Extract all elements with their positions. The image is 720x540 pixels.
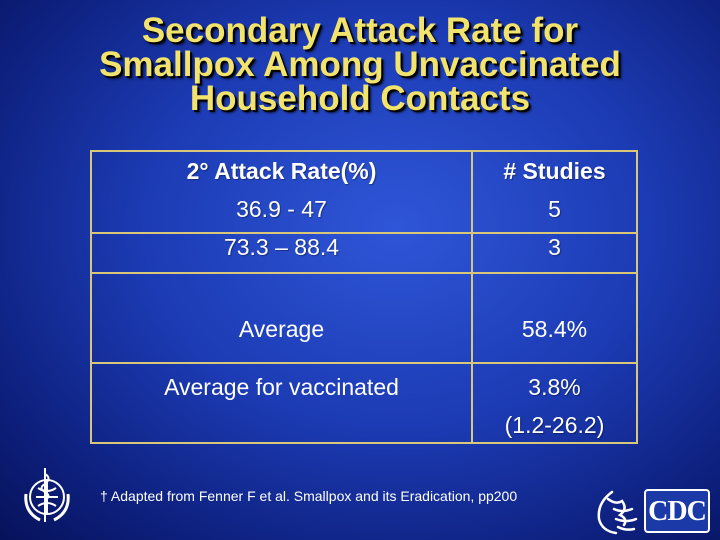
vaccinated-value: 3.8% <box>528 374 581 400</box>
rate-column-top: 2° Attack Rate(%) 36.9 - 47 73.3 – 88.4 <box>92 152 471 266</box>
vaccinated-cell: 3.8% (1.2-26.2) <box>473 368 636 444</box>
cdc-logo-text: CDC <box>648 496 707 527</box>
who-emblem-icon <box>24 468 70 522</box>
attack-rate-table: 2° Attack Rate(%) 36.9 - 47 73.3 – 88.4 … <box>90 150 638 444</box>
row-divider-1 <box>92 232 636 234</box>
slide-title: Secondary Attack Rate for Smallpox Among… <box>0 11 720 118</box>
studies-cell-1: 5 <box>548 196 561 222</box>
cdc-logo: CDC <box>644 489 710 533</box>
studies-header: # Studies <box>503 158 606 184</box>
rate-header: 2° Attack Rate(%) <box>186 158 377 184</box>
studies-cell-2: 3 <box>548 234 561 260</box>
title-line-1: Secondary Attack Rate for <box>141 11 579 50</box>
average-label: Average <box>238 316 325 342</box>
title-line-3: Household Contacts <box>189 79 531 118</box>
hhs-eagle-icon <box>597 490 638 535</box>
vaccinated-range: (1.2-26.2) <box>504 412 605 438</box>
studies-column-top: # Studies 5 3 <box>473 152 636 266</box>
rate-cell-2: 73.3 – 88.4 <box>223 234 340 260</box>
source-footnote: † Adapted from Fenner F et al. Smallpox … <box>100 488 518 504</box>
average-value: 58.4% <box>521 316 588 342</box>
row-divider-3 <box>92 362 636 364</box>
column-divider <box>471 152 473 442</box>
row-divider-2 <box>92 272 636 274</box>
rate-cell-1: 36.9 - 47 <box>236 196 327 222</box>
title-line-2: Smallpox Among Unvaccinated <box>99 45 621 84</box>
vaccinated-label: Average for vaccinated <box>164 374 399 400</box>
